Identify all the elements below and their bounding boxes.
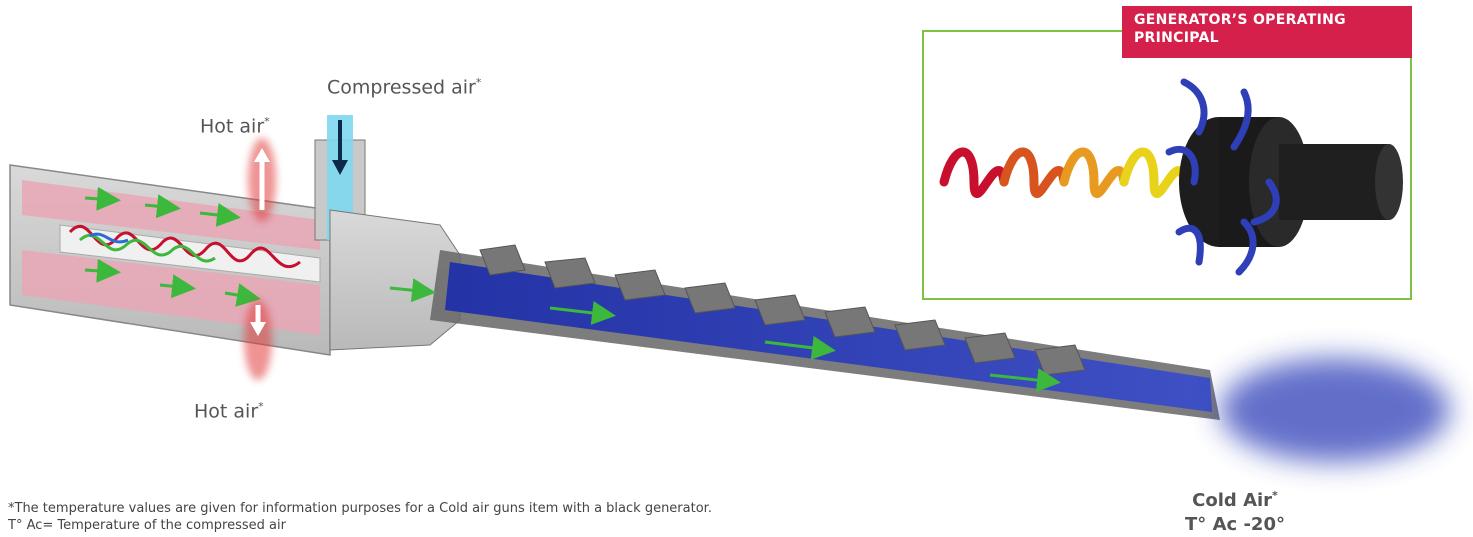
generator-inset [922,30,1412,300]
compressed-air-text: Compressed air [327,76,476,99]
compressed-air-mark: * [475,76,482,89]
inset-title: GENERATOR’S OPERATING PRINCIPAL [1134,12,1346,46]
generator-illustration [939,78,1403,276]
cold-air-cloud [1220,358,1450,462]
hot-air-bottom-text: Hot air [194,400,259,423]
hot-side-body [9,164,331,356]
hot-flow-arrows [84,186,261,307]
cold-air-temperature: T° Ac -20° [1185,514,1285,535]
footnote-line-2: T° Ac= Temperature of the compressed air [8,518,286,533]
compressed-air-label: Compressed air* [327,76,481,98]
cold-air-mark: * [1272,489,1278,502]
hot-air-top-mark: * [264,115,270,128]
generator-body [1179,117,1403,247]
inset-title-badge: GENERATOR’S OPERATING PRINCIPAL [1122,6,1412,58]
footnote-line-1: *The temperature values are given for in… [8,501,712,516]
footnote: *The temperature values are given for in… [8,500,712,534]
cold-flow-arrows [389,278,1061,393]
cold-air-output-label: Cold Air* T° Ac -20° [1160,484,1310,537]
vortex-spiral [68,224,301,269]
hot-air-top-label: Hot air* [200,115,270,137]
cold-air-heading: Cold Air* [1160,484,1310,513]
hot-air-bottom-label: Hot air* [194,400,264,422]
hot-air-plume-bottom [244,300,272,380]
cold-air-text: Cold Air [1192,490,1273,511]
hot-air-bottom-mark: * [258,400,264,413]
hot-air-plume-top [248,138,276,222]
hot-air-top-text: Hot air [200,115,265,138]
